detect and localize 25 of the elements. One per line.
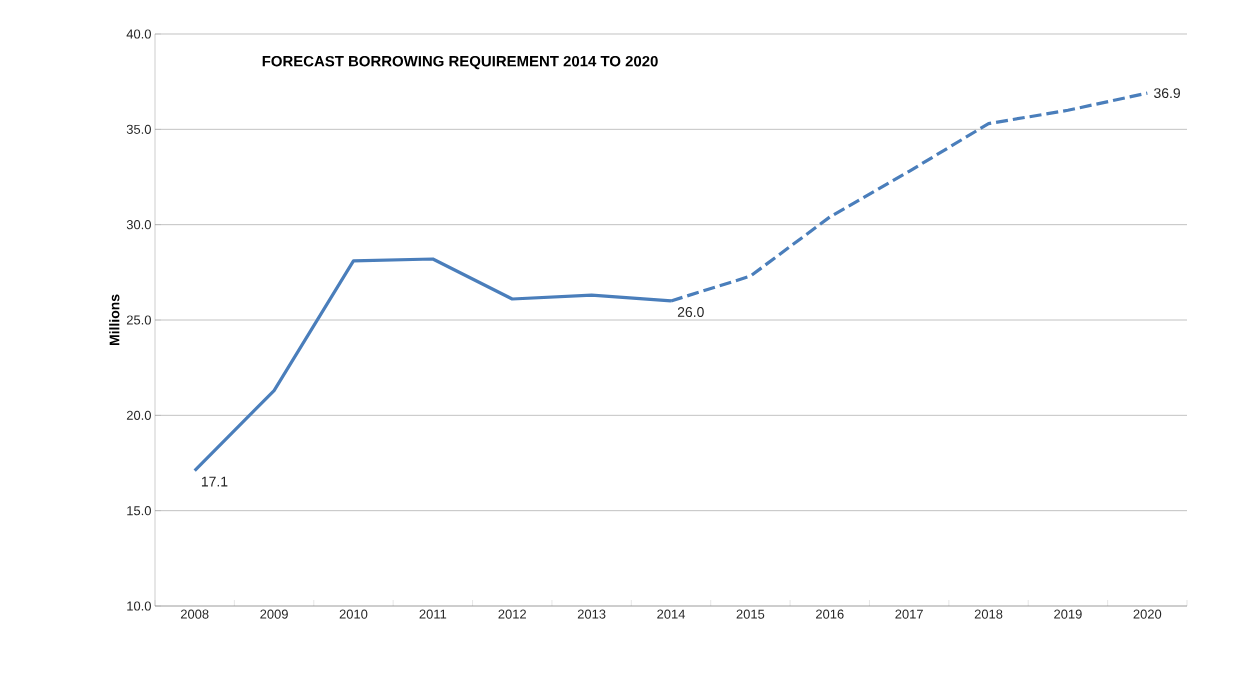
y-tick-label: 35.0 bbox=[126, 124, 151, 134]
y-tick-label: 10.0 bbox=[127, 601, 151, 611]
x-tick-label: 2016 bbox=[816, 609, 844, 619]
x-tick-label: 2011 bbox=[419, 609, 447, 619]
x-tick-label: 2020 bbox=[1133, 609, 1162, 619]
data-label: 36.9 bbox=[1154, 88, 1180, 99]
x-tick-label: 2015 bbox=[736, 609, 765, 619]
data-label: 26.0 bbox=[677, 307, 704, 318]
data-label: 17.1 bbox=[201, 476, 228, 487]
x-tick-label: 2012 bbox=[498, 609, 526, 619]
text: FORECAST BORROWING REQUIREMENT 2014 TO 2020 bbox=[262, 55, 658, 70]
x-tick-label: 2010 bbox=[339, 609, 368, 619]
x-tick-label: 2017 bbox=[895, 609, 923, 619]
y-tick-label: 20.0 bbox=[126, 410, 151, 420]
y-tick-label: 40.0 bbox=[126, 29, 151, 39]
x-tick-label: 2009 bbox=[260, 609, 288, 619]
x-tick-label: 2019 bbox=[1054, 609, 1082, 619]
x-tick-label: 2008 bbox=[180, 609, 209, 619]
y-tick-label: 25.0 bbox=[126, 315, 151, 325]
y-tick-label: 30.0 bbox=[126, 220, 151, 230]
x-tick-label: 2018 bbox=[974, 609, 1003, 619]
y-axis-title: Millions bbox=[109, 294, 120, 346]
x-tick-label: 2013 bbox=[577, 609, 606, 619]
x-tick-label: 2014 bbox=[657, 609, 686, 619]
y-tick-label: 15.0 bbox=[127, 506, 151, 516]
